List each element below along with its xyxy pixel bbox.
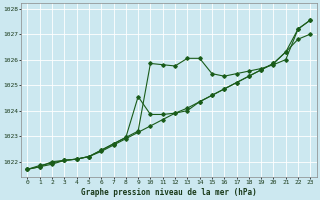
X-axis label: Graphe pression niveau de la mer (hPa): Graphe pression niveau de la mer (hPa)	[81, 188, 257, 197]
